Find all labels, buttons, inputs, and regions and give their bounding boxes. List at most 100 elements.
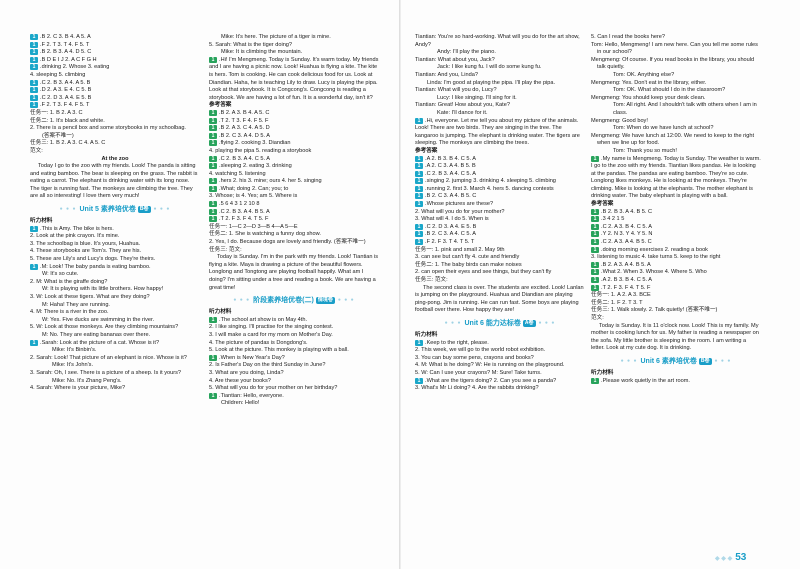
answer-line: 任务二: 1. She is watching a funny dog show…	[209, 231, 379, 239]
answer-line: 3. can see but can't fly 4. cute and fri…	[415, 254, 585, 262]
question-number-badge: 1	[30, 225, 38, 232]
answer-text: 任务一: 1. A 2. A 3. BCE	[591, 292, 651, 299]
answer-line: 1 .B 2. C 3. A 4. B 5. C	[415, 193, 585, 201]
answer-line: 3. The schoolbag is blue. It's yours, Hu…	[30, 241, 200, 249]
answer-line: 1 .B 2. A 3. A 4. B 5. A	[591, 261, 761, 270]
answer-line: 任务二: 1. F 2. T 3. T	[591, 300, 761, 308]
answer-line: 1 .B 2. C 3. B 4. A 5. A	[30, 34, 200, 42]
answer-line: 2. can open their eyes and see things, b…	[415, 269, 585, 277]
section-label: 听力材料	[30, 218, 200, 226]
answer-line: 1 .F 2. F 3. T 4. T 5. T	[415, 239, 585, 247]
answer-line: 1 .A 2. C 3. A 4. B 5. B	[415, 163, 585, 171]
answer-text: What are the tigers doing? 2. Can you se…	[426, 377, 557, 384]
question-number-badge: 1	[30, 49, 38, 56]
answer-text: hers 2. his 3. mine; ours 4. her 5. sing…	[220, 178, 322, 185]
question-number-badge: 1	[209, 163, 217, 170]
answer-line: 5. W: Look at those monkeys. Are they cl…	[30, 324, 200, 332]
answer-line: 1 .Tiantian: Hello, everyone.	[209, 392, 379, 401]
answer-text: Y 2. N 3. Y 4. Y 5. N	[602, 231, 653, 238]
answer-line: 5. W: Can I use your crayons? M: Sure! T…	[415, 370, 585, 378]
answer-text: Tiantian: Great! How about you, Kate?	[415, 102, 510, 109]
answer-line: 1 .sleeping 2. eating 3. drinking	[209, 163, 379, 171]
answer-line: Tom: When do we have lunch at school?	[591, 125, 761, 133]
unit-heading: ● ● ● Unit 6 素养培优卷 B卷 ● ● ●	[591, 355, 761, 368]
answer-text: 参考答案	[591, 201, 614, 208]
answer-text: Please work quietly in the art room.	[602, 377, 690, 384]
answer-line: Mengmeng: We have lunch at 12:00. We nee…	[591, 133, 761, 148]
answer-text: 4. These storybooks are Tom's. They are …	[30, 248, 142, 255]
answer-text: C 2. D 3. A 4. E 5. B	[426, 223, 477, 230]
answer-text: What; doing 2. Can; you; to	[220, 185, 289, 192]
decorative-stars-icon: ◆ ◆ ◆	[715, 556, 733, 562]
answer-text: 参考答案	[209, 102, 232, 109]
answer-line: 1 .T 2. T 3. F 4. F 5. F	[209, 117, 379, 126]
question-number-badge: 1	[415, 193, 423, 200]
answer-line: 范文:	[591, 315, 761, 323]
answer-line: 4. M: What is he doing? W: He is running…	[415, 362, 585, 370]
answer-line: Andy: I'll play the piano.	[415, 49, 585, 57]
answer-text: Hi! I'm Mengmeng. Today is Sunday. It's …	[209, 56, 379, 101]
question-number-badge: 1	[30, 79, 38, 86]
answer-line: 4. The picture of pandas is Dongdong's.	[209, 340, 379, 348]
answer-line: 1 .Hi! I'm Mengmeng. Today is Sunday. It'…	[209, 56, 379, 101]
question-number-badge: 1	[591, 223, 599, 230]
unit-heading: ● ● ● 阶段素养培优卷(二) 情境卷 ● ● ●	[209, 294, 379, 307]
answer-line: Mike: It's John's.	[30, 362, 200, 370]
answer-line: W: Yes. Five ducks are swimming in the r…	[30, 317, 200, 325]
answer-line: Lucy: I like singing. I'll sing for it.	[415, 95, 585, 103]
question-number-badge: 1	[209, 208, 217, 215]
answer-text: F 2. T 3. T 4. F 5. T	[41, 41, 90, 48]
question-number-badge: 1	[209, 178, 217, 185]
answer-text: C 2. B 3. A 4. B 5. A	[220, 208, 270, 215]
question-number-badge: 1	[209, 132, 217, 139]
answer-text: 任务二: 1. F 2. T 3. T	[591, 299, 643, 306]
answer-line: 4. sleeping 5. climbing	[30, 72, 200, 80]
answer-text: 5. W: Can I use your crayons? M: Sure! T…	[415, 369, 542, 376]
answer-line: 1 .What; doing 2. Can; you; to	[209, 185, 379, 194]
unit-badge: A卷	[522, 319, 536, 327]
answer-line: Mike: It is climbing the mountain.	[209, 49, 379, 57]
answer-line: 1 .Hi, everyone. Let me tell you about my…	[415, 117, 580, 147]
answer-line: Tom: Thank you so much!	[591, 148, 761, 156]
answer-line: Mengmeng: You should keep your desk clea…	[591, 95, 761, 103]
answer-text: Today is Sunday. I'm in the park with my…	[209, 254, 379, 291]
answer-line: 2. I like singing. I'll practise for the…	[209, 324, 379, 332]
answer-text: 3. W: Look at these tigers. What are the…	[30, 294, 150, 300]
unit-title: Unit 6 素养培优卷	[640, 357, 697, 365]
answer-text: A 2. C 3. A 4. B 5. B	[426, 163, 476, 170]
question-number-badge: 1	[591, 377, 599, 384]
answer-line: 任务一: 1—C 2—D 3—B 4—A 5—E	[209, 224, 379, 232]
answer-line: 1 .Whose pictures are these?	[415, 201, 585, 209]
answer-text: Lucy: I like singing. I'll sing for it.	[437, 94, 517, 101]
unit-heading: ● ● ● Unit 6 能力达标卷 A卷 ● ● ●	[415, 317, 585, 330]
answer-text: Whose pictures are these?	[426, 201, 494, 208]
answer-line: 1 .B 2. A 3. B 4. A 5. C	[209, 109, 379, 118]
answer-line: 1 .A 2. B 3. B 4. C 5. A	[415, 155, 585, 164]
answer-text: Tom: OK. What should I do in the classro…	[613, 87, 726, 94]
answer-text: Tom: Thank you so much!	[613, 147, 677, 154]
answer-text: Tiantian: Hello, everyone.	[220, 392, 284, 399]
answer-line: 1 .doing morning exercises 2. reading a b…	[591, 246, 761, 255]
answer-text: 任务一: 1—C 2—D 3—B 4—A 5—E	[209, 223, 298, 230]
answer-text: 3. Sarah: Oh, I see. There is a picture …	[30, 369, 182, 376]
answer-line: 1 .A 2. B 3. B 4. C 5. A	[591, 277, 761, 285]
answer-line: 2. Sarah: Look! That picture of an eleph…	[30, 355, 200, 363]
answer-line: 任务一: 1. A 2. A 3. BCE	[591, 292, 761, 300]
answer-line: 2. There is a pencil box and some storyb…	[30, 125, 200, 133]
answer-line: 1 .Sarah: Look at the picture of a cat. W…	[30, 339, 200, 348]
answer-text: 4. Are these your books?	[209, 377, 271, 384]
answer-line: 4. Sarah: Where is your picture, Mike?	[30, 385, 200, 393]
question-number-badge: 1	[415, 377, 423, 384]
answer-text: C 2. D 3. A 4. E 5. B	[41, 94, 92, 101]
answer-line: 1 .C 2. B 3. A 4. B 5. A	[209, 208, 379, 217]
page-number: 53	[735, 552, 747, 563]
answer-text: Tom: When do we have lunch at school?	[613, 125, 714, 132]
answer-line: 任务二: 1. It's black and white.	[30, 118, 200, 126]
answer-line: 1 .D 2. A 3. E 4. C 5. B	[30, 87, 200, 95]
question-number-badge: 1	[415, 223, 423, 230]
answer-line: 1 .B D E I J 2. A C F G H	[30, 56, 200, 65]
answer-line: Linda: I'm good at playing the pipa. I'l…	[415, 80, 585, 88]
unit-title: Unit 5 素养培优卷	[79, 205, 136, 213]
answer-text: 范文:	[30, 147, 43, 154]
question-number-badge: 1	[30, 64, 38, 71]
